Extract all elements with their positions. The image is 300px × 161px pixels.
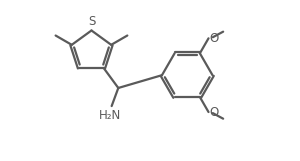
Text: H₂N: H₂N [99, 109, 122, 122]
Text: O: O [210, 32, 219, 45]
Text: S: S [88, 15, 95, 28]
Text: O: O [210, 106, 219, 118]
